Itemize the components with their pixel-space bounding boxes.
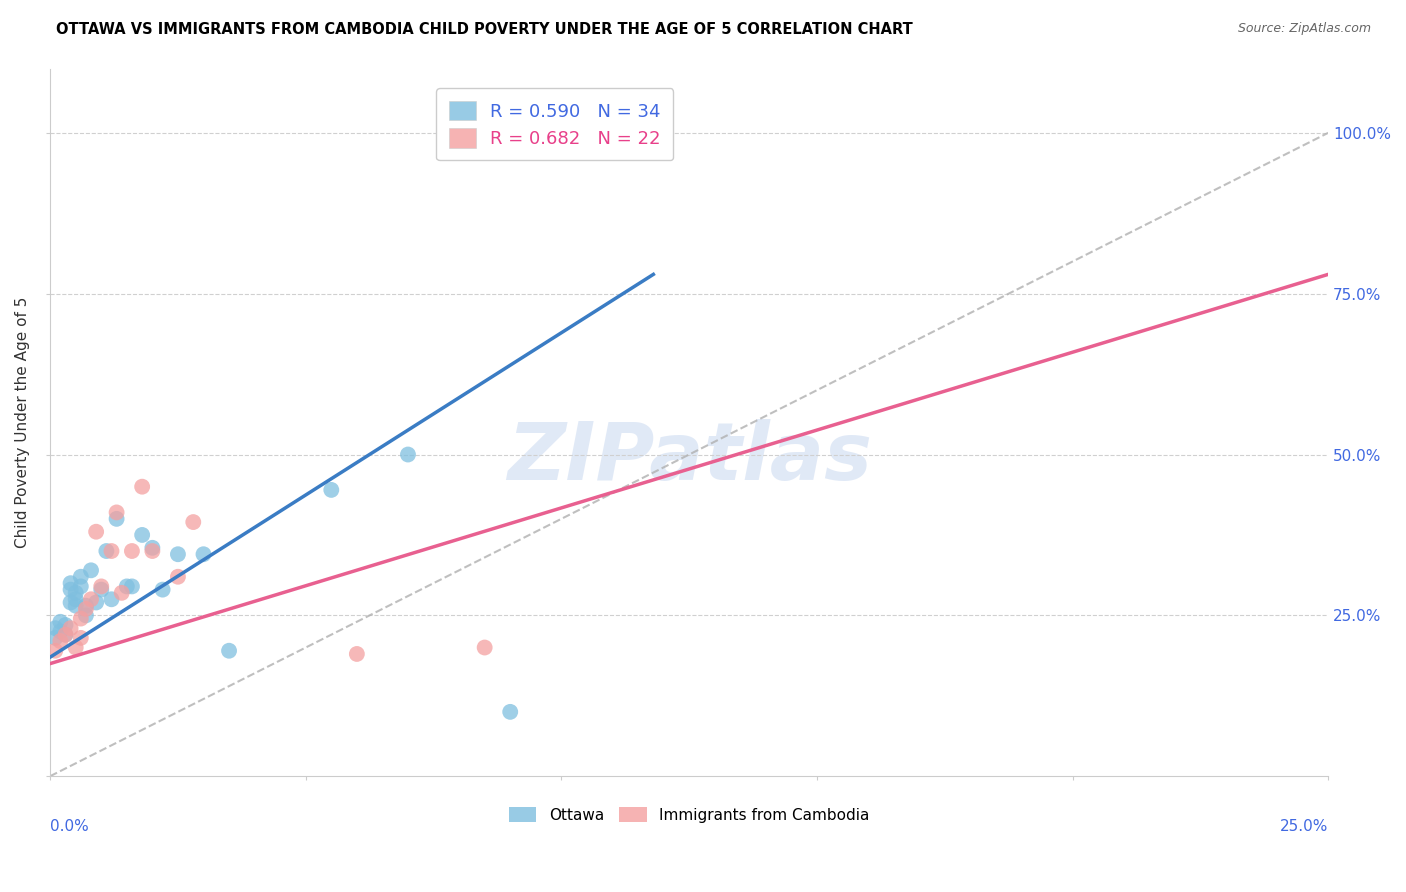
Point — [44, 644, 66, 658]
Point — [115, 579, 138, 593]
Point — [59, 582, 82, 597]
Point — [121, 544, 143, 558]
Point — [396, 448, 419, 462]
Point — [131, 528, 153, 542]
Point — [75, 602, 97, 616]
Legend: R = 0.590   N = 34, R = 0.682   N = 22: R = 0.590 N = 34, R = 0.682 N = 22 — [436, 88, 673, 161]
Point — [141, 541, 163, 555]
Point — [346, 647, 368, 661]
Point — [59, 621, 82, 635]
Point — [181, 515, 204, 529]
Point — [131, 480, 153, 494]
Point — [69, 570, 91, 584]
Text: 0.0%: 0.0% — [51, 819, 89, 834]
Point — [84, 524, 107, 539]
Point — [100, 544, 122, 558]
Point — [96, 544, 118, 558]
Point — [49, 624, 72, 639]
Point — [49, 634, 72, 648]
Point — [65, 599, 87, 613]
Text: OTTAWA VS IMMIGRANTS FROM CAMBODIA CHILD POVERTY UNDER THE AGE OF 5 CORRELATION : OTTAWA VS IMMIGRANTS FROM CAMBODIA CHILD… — [56, 22, 912, 37]
Point — [121, 579, 143, 593]
Point — [602, 126, 624, 140]
Text: 25.0%: 25.0% — [1279, 819, 1329, 834]
Point — [75, 599, 97, 613]
Point — [59, 576, 82, 591]
Point — [84, 595, 107, 609]
Point — [59, 595, 82, 609]
Point — [55, 627, 77, 641]
Point — [105, 505, 128, 519]
Point — [80, 563, 103, 577]
Point — [218, 644, 240, 658]
Point — [167, 570, 190, 584]
Point — [167, 547, 190, 561]
Point — [474, 640, 496, 655]
Y-axis label: Child Poverty Under the Age of 5: Child Poverty Under the Age of 5 — [15, 297, 30, 548]
Point — [141, 544, 163, 558]
Point — [152, 582, 174, 597]
Point — [44, 631, 66, 645]
Text: ZIPatlas: ZIPatlas — [506, 418, 872, 497]
Point — [65, 640, 87, 655]
Point — [69, 579, 91, 593]
Point — [49, 615, 72, 629]
Point — [55, 627, 77, 641]
Text: Source: ZipAtlas.com: Source: ZipAtlas.com — [1237, 22, 1371, 36]
Point — [75, 608, 97, 623]
Point — [105, 512, 128, 526]
Point — [90, 582, 112, 597]
Point — [55, 618, 77, 632]
Point — [499, 705, 522, 719]
Point — [193, 547, 215, 561]
Point — [111, 586, 134, 600]
Point — [65, 592, 87, 607]
Point — [80, 592, 103, 607]
Point — [321, 483, 343, 497]
Point — [69, 631, 91, 645]
Point — [65, 586, 87, 600]
Point — [100, 592, 122, 607]
Point — [69, 611, 91, 625]
Point — [643, 120, 665, 134]
Point — [90, 579, 112, 593]
Point — [44, 621, 66, 635]
